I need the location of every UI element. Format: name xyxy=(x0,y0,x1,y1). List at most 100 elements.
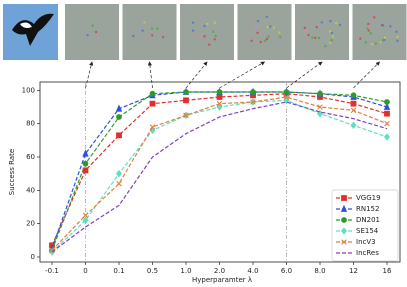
marker xyxy=(116,132,122,139)
noise-pattern xyxy=(200,35,203,38)
marker xyxy=(149,100,156,107)
noise-pattern xyxy=(359,37,362,40)
noise-pattern xyxy=(334,21,338,25)
marker xyxy=(250,99,256,105)
noise-pattern xyxy=(379,14,383,17)
marker xyxy=(341,217,347,223)
noise-pattern xyxy=(330,31,334,35)
noise-pattern xyxy=(381,24,385,27)
noise-pattern xyxy=(392,26,395,29)
noise-pattern xyxy=(267,35,270,38)
noise-pattern xyxy=(396,35,399,39)
x-tick-label: 16 xyxy=(383,267,392,275)
x-tick-label: 4.0 xyxy=(247,267,258,275)
marker xyxy=(383,133,391,141)
noise-pattern xyxy=(384,23,388,27)
series xyxy=(49,90,390,249)
noise-pattern xyxy=(373,16,376,19)
noise-pattern xyxy=(320,21,324,24)
marker xyxy=(149,124,156,130)
noise-pattern xyxy=(315,25,318,29)
x-tick-label: 8.0 xyxy=(314,267,325,275)
series xyxy=(51,101,388,253)
marker xyxy=(116,114,122,120)
noise-pattern xyxy=(191,29,195,32)
marker xyxy=(115,104,123,112)
noise-pattern xyxy=(214,34,217,38)
noise-pattern xyxy=(317,23,320,26)
noise-pattern xyxy=(370,18,373,22)
marker xyxy=(82,149,89,157)
x-tick-label: -0.1 xyxy=(45,267,59,275)
noise-pattern xyxy=(132,34,135,38)
arrow xyxy=(185,61,208,89)
noise-pattern xyxy=(265,15,268,19)
y-axis-label: Success Rate xyxy=(8,149,16,195)
marker xyxy=(350,100,357,107)
noise-pattern xyxy=(256,31,259,34)
marker xyxy=(82,160,89,167)
noise-pattern xyxy=(150,27,154,30)
noise-pattern xyxy=(317,36,321,40)
noise-pattern xyxy=(141,29,144,32)
legend-label: DN201 xyxy=(356,216,380,224)
noise-pattern xyxy=(143,21,146,24)
x-tick-label: 12 xyxy=(349,267,358,275)
x-tick-label: 6.0 xyxy=(281,267,292,275)
marker xyxy=(341,195,347,201)
y-tick-label: 80 xyxy=(26,120,35,128)
marker xyxy=(384,120,390,127)
noise-pattern xyxy=(278,31,281,34)
noise-pattern xyxy=(329,19,332,23)
arrow xyxy=(85,61,94,89)
marker xyxy=(116,180,122,187)
marker xyxy=(317,104,323,110)
noise-pattern xyxy=(213,38,216,41)
noise-pattern xyxy=(395,30,398,33)
noise-pattern xyxy=(330,38,333,42)
x-tick-label: 1.0 xyxy=(180,267,191,275)
legend-label: RN152 xyxy=(356,205,379,213)
marker xyxy=(340,204,348,212)
marker xyxy=(183,97,189,104)
noise-pattern xyxy=(191,21,195,25)
noise-pattern xyxy=(206,22,209,26)
noise-pattern xyxy=(94,30,98,34)
marker xyxy=(49,247,55,254)
noise-pattern xyxy=(304,29,308,33)
legend-box xyxy=(331,189,399,262)
marker xyxy=(340,227,348,235)
arrows xyxy=(85,61,380,89)
noise-pattern xyxy=(324,44,327,48)
noise-pattern xyxy=(367,22,370,26)
y-tick-label: 0 xyxy=(31,253,35,261)
thumbnails xyxy=(3,4,407,60)
line xyxy=(51,101,388,253)
noise-pattern xyxy=(369,32,372,35)
noise-pattern xyxy=(194,32,197,36)
noise-pattern xyxy=(338,23,342,27)
noise-image xyxy=(180,4,234,60)
x-tick-label: 0 xyxy=(83,267,87,275)
marker xyxy=(317,90,323,97)
line xyxy=(51,93,388,246)
noise-pattern xyxy=(323,19,327,23)
noise-pattern xyxy=(379,41,383,44)
noise-pattern xyxy=(304,21,308,24)
noise-pattern xyxy=(213,21,217,24)
noise-pattern xyxy=(328,41,332,45)
noise-pattern xyxy=(311,36,314,39)
noise-pattern xyxy=(307,33,310,37)
noise-pattern xyxy=(250,39,253,43)
marker xyxy=(350,121,357,130)
noise-image xyxy=(122,4,177,60)
noise-pattern xyxy=(245,36,248,39)
noise-pattern xyxy=(151,34,154,37)
y-tick-label: 20 xyxy=(26,220,35,228)
noise-pattern xyxy=(266,25,269,29)
noise-pattern xyxy=(207,43,211,46)
noise-pattern xyxy=(374,42,378,45)
noise-image xyxy=(352,4,407,60)
noise-pattern xyxy=(91,24,94,27)
